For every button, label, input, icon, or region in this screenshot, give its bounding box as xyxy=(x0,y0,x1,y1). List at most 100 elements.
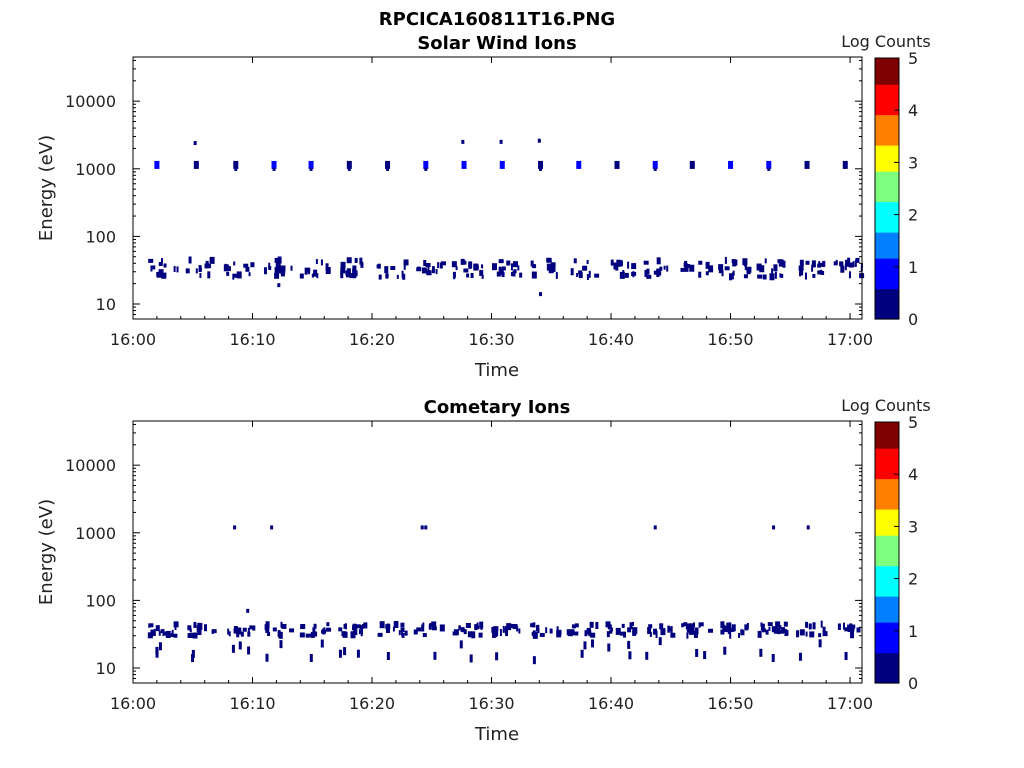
heatmap-cell xyxy=(356,649,360,658)
heatmap-cell xyxy=(347,167,351,171)
heatmap-cell xyxy=(670,632,676,638)
heatmap-cell xyxy=(416,627,422,632)
heatmap-cell xyxy=(590,632,596,638)
panel-solar-wind: Solar Wind Ions 16:00 16:10 16:20 16:30 16:4… xyxy=(36,32,931,381)
heatmap-cell xyxy=(517,265,520,271)
heatmap-cell xyxy=(463,629,467,635)
heatmap-cell xyxy=(724,266,730,271)
heatmap-cell xyxy=(344,623,347,630)
heatmap-cell xyxy=(173,621,179,628)
heatmap-cell xyxy=(398,630,401,636)
heatmap-cell xyxy=(586,627,591,632)
colorbar-segment xyxy=(875,266,899,272)
heatmap-cell xyxy=(684,260,688,268)
heatmap-cell xyxy=(390,265,396,270)
heatmap-cell xyxy=(731,259,736,264)
heatmap-cell xyxy=(243,263,249,268)
heatmap-cell xyxy=(656,257,661,265)
heatmap-cell xyxy=(325,263,329,271)
colorbar-segment xyxy=(875,643,899,649)
heatmap-cell xyxy=(278,631,283,639)
heatmap-cell xyxy=(209,256,215,264)
heatmap-cell xyxy=(817,270,823,275)
colorbar-segment xyxy=(875,179,899,185)
heatmap-cell xyxy=(471,631,476,639)
heatmap-cell xyxy=(440,261,446,266)
heatmap-cell xyxy=(811,260,816,268)
heatmap-cell xyxy=(619,271,625,279)
heatmap-cell xyxy=(504,627,507,634)
heatmap-cell xyxy=(771,268,774,274)
heatmap-cell xyxy=(386,623,390,631)
heatmap-cell xyxy=(384,266,389,274)
colorbar-segment xyxy=(875,469,899,475)
heatmap-cell xyxy=(708,628,714,633)
heatmap-cell xyxy=(300,624,306,630)
heatmap-cell xyxy=(689,623,695,630)
heatmap-cell xyxy=(422,622,425,627)
heatmap-cell xyxy=(760,623,765,631)
heatmap-cell xyxy=(631,271,637,276)
heatmap-cell xyxy=(820,620,823,628)
heatmap-cell xyxy=(311,273,314,278)
colorbar-segment xyxy=(875,310,899,316)
heatmap-cell xyxy=(193,141,197,146)
heatmap-cell xyxy=(628,651,632,660)
colorbar-segment xyxy=(875,426,899,432)
heatmap-cell xyxy=(723,624,726,632)
heatmap-cell xyxy=(155,625,160,632)
heatmap-cell xyxy=(326,622,330,627)
colorbar-tick-label: 5 xyxy=(908,49,918,68)
colorbar-segment xyxy=(875,582,899,588)
colorbar-segment xyxy=(875,565,899,571)
colorbar-tick-label: 0 xyxy=(908,310,918,329)
heatmap-cell xyxy=(555,271,558,279)
heatmap-cell xyxy=(492,630,497,638)
heatmap-cell xyxy=(574,631,579,636)
heatmap-cell xyxy=(377,263,381,269)
heatmap-cell xyxy=(174,624,177,630)
heatmap-cell xyxy=(689,628,695,635)
x-tick-label: 16:50 xyxy=(707,694,753,713)
heatmap-cell xyxy=(578,272,583,279)
colorbar-segment xyxy=(875,495,899,501)
heatmap-cell xyxy=(322,628,326,635)
heatmap-cell xyxy=(594,273,600,278)
heatmap-cell xyxy=(395,620,399,628)
heatmap-cell xyxy=(799,272,802,277)
heatmap-cell xyxy=(720,629,725,635)
heatmap-cell xyxy=(338,649,342,658)
heatmap-cell xyxy=(238,273,242,278)
heatmap-cell xyxy=(233,628,238,634)
heatmap-cell xyxy=(570,268,574,276)
heatmap-cell xyxy=(421,267,427,274)
heatmap-cell xyxy=(582,265,588,271)
heatmap-cell xyxy=(723,646,727,655)
colorbar-segment xyxy=(875,175,899,181)
heatmap-cell xyxy=(463,268,469,273)
heatmap-cell xyxy=(227,628,230,635)
heatmap-cell xyxy=(264,624,267,631)
heatmap-cell xyxy=(439,624,445,632)
colorbar-segment xyxy=(875,652,899,658)
heatmap-cell xyxy=(509,623,515,628)
heatmap-cell xyxy=(173,633,178,638)
heatmap-cell xyxy=(588,270,591,278)
heatmap-cell xyxy=(236,631,240,638)
heatmap-cell xyxy=(187,632,193,638)
heatmap-cell xyxy=(165,630,171,638)
heatmap-cell xyxy=(724,256,727,264)
heatmap-cell xyxy=(851,624,856,629)
heatmap-cell xyxy=(724,626,729,633)
colorbar-segment xyxy=(875,232,899,237)
heatmap-cell xyxy=(316,273,319,279)
heatmap-cell xyxy=(325,266,331,274)
heatmap-cell xyxy=(158,630,161,636)
heatmap-cell xyxy=(849,623,853,628)
colorbar-segment xyxy=(875,491,899,497)
heatmap-cell xyxy=(491,626,497,633)
y-tick-label: 10 xyxy=(96,295,116,314)
heatmap-cell xyxy=(393,621,396,629)
heatmap-cell xyxy=(536,624,540,630)
heatmap-cell xyxy=(240,631,244,637)
